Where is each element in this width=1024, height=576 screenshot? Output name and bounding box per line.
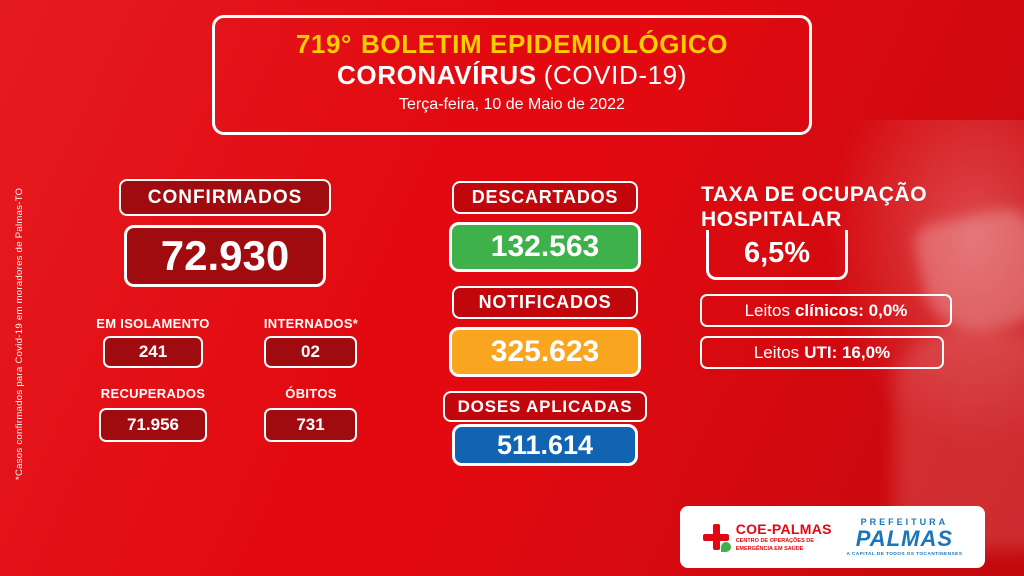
- footnote-vertical: *Casos confirmados para Covid-19 em mora…: [14, 187, 25, 480]
- medical-cross-icon: [702, 524, 731, 552]
- bulletin-title-text: BOLETIM EPIDEMIOLÓGICO: [361, 29, 729, 59]
- descartados-value: 132.563: [449, 222, 641, 272]
- bulletin-title-line: 719° BOLETIM EPIDEMIOLÓGICO: [215, 29, 809, 60]
- confirmados-value: 72.930: [124, 225, 326, 287]
- doses-aplicadas-value: 511.614: [452, 424, 638, 466]
- internados-label: INTERNADOS*: [263, 316, 359, 331]
- background-person-photo: [824, 120, 1024, 450]
- notificados-value: 325.623: [449, 327, 641, 377]
- taxa-ocupacao-title: TAXA DE OCUPAÇÃO: [701, 183, 928, 206]
- palmas-tagline: A CAPITAL DE TODOS OS TOCANTINENSES: [846, 551, 963, 557]
- header-title-box: 719° BOLETIM EPIDEMIOLÓGICO CORONAVÍRUS (C…: [212, 15, 812, 135]
- bulletin-subtitle-line: CORONAVÍRUS (COVID-19): [215, 60, 809, 91]
- coe-subtitle: CENTRO DE OPERAÇÕES DE EMERGÊNCIA EM SAÚ…: [735, 538, 814, 552]
- leitos-uti-value: UTI: 16,0%: [804, 342, 891, 362]
- covid19-label: (COVID-19): [543, 60, 687, 90]
- obitos-label: ÓBITOS: [285, 386, 337, 401]
- palmas-wordmark: PALMAS: [855, 526, 954, 552]
- leitos-uti-prefix: Leitos: [753, 342, 800, 362]
- bulletin-date: Terça-feira, 10 de Maio de 2022: [399, 96, 625, 113]
- taxa-ocupacao-value: 6,5%: [706, 230, 848, 280]
- coe-palmas-logo: COE-PALMAS CENTRO DE OPERAÇÕES DE EMERGÊ…: [702, 521, 832, 552]
- confirmados-label: CONFIRMADOS: [119, 179, 331, 216]
- prefeitura-palmas-logo: PREFEITURA PALMAS A CAPITAL DE TODOS OS …: [846, 517, 962, 556]
- doses-aplicadas-label: DOSES APLICADAS: [443, 391, 647, 422]
- cross-horizontal-bar: [702, 534, 729, 541]
- coe-title: COE-PALMAS: [735, 521, 832, 538]
- isolamento-label: EM ISOLAMENTO: [96, 316, 210, 331]
- leitos-clinicos-prefix: Leitos: [744, 300, 790, 320]
- leitos-uti-box: Leitos UTI: 16,0%: [700, 336, 944, 369]
- taxa-hospitalar-title: HOSPITALAR: [701, 208, 842, 231]
- descartados-label: DESCARTADOS: [452, 181, 638, 214]
- footer-logos-card: COE-PALMAS CENTRO DE OPERAÇÕES DE EMERGÊ…: [680, 506, 985, 568]
- obitos-value: 731: [264, 408, 357, 442]
- coronavirus-label: CORONAVÍRUS: [337, 60, 537, 90]
- recuperados-label: RECUPERADOS: [100, 386, 206, 401]
- internados-value: 02: [264, 336, 357, 368]
- notificados-label: NOTIFICADOS: [452, 286, 638, 319]
- recuperados-value: 71.956: [99, 408, 207, 442]
- leitos-clinicos-box: Leitos clínicos: 0,0%: [700, 294, 952, 327]
- leitos-clinicos-value: clínicos: 0,0%: [794, 300, 908, 320]
- isolamento-value: 241: [103, 336, 203, 368]
- bulletin-number: 719°: [295, 29, 353, 59]
- prefeitura-label: PREFEITURA: [860, 517, 949, 528]
- coe-text-block: COE-PALMAS CENTRO DE OPERAÇÕES DE EMERGÊ…: [736, 521, 832, 552]
- leaf-accent: [720, 542, 731, 552]
